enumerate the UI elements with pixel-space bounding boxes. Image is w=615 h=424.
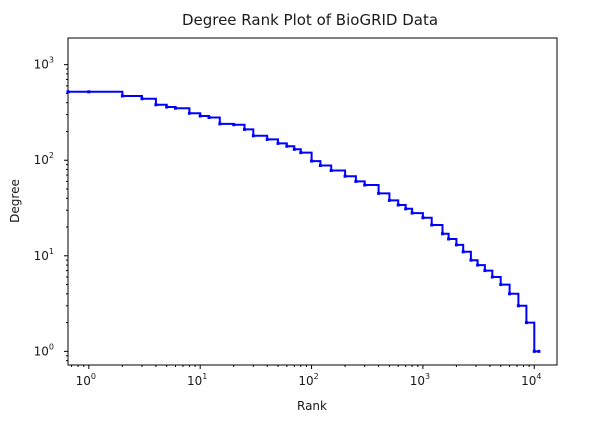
data-point xyxy=(454,243,458,247)
data-point xyxy=(532,349,536,353)
data-point xyxy=(387,198,391,202)
data-point xyxy=(441,232,445,236)
degree-rank-series-points xyxy=(66,90,541,353)
data-point xyxy=(251,134,255,138)
degree-rank-series-line xyxy=(68,90,539,353)
data-point xyxy=(508,292,512,296)
y-tick-label-3-exponent: 3 xyxy=(49,56,54,65)
y-tick-label-1: 101 xyxy=(34,247,54,263)
data-point xyxy=(499,283,503,287)
x-tick-label-2-base: 10 xyxy=(298,374,313,388)
x-tick-label-2-exponent: 2 xyxy=(314,372,319,381)
data-point xyxy=(396,203,400,207)
x-tick-label-3-base: 10 xyxy=(410,374,425,388)
x-tick-label-1: 101 xyxy=(187,372,207,388)
data-point xyxy=(243,127,247,131)
x-tick-label-0-base: 10 xyxy=(76,374,91,388)
data-point xyxy=(207,115,211,119)
x-tick-label-3: 103 xyxy=(410,372,430,388)
x-tick-label-0-exponent: 0 xyxy=(91,372,96,381)
data-point xyxy=(187,111,191,115)
data-point xyxy=(343,174,347,178)
y-tick-label-2-exponent: 2 xyxy=(49,151,54,160)
data-point xyxy=(120,94,124,98)
data-point xyxy=(165,105,169,109)
data-point xyxy=(87,90,91,94)
y-tick-label-1-exponent: 1 xyxy=(49,247,54,256)
data-point xyxy=(516,304,520,308)
data-point xyxy=(318,164,322,168)
data-point xyxy=(461,250,465,254)
data-point xyxy=(377,191,381,195)
data-point xyxy=(469,258,473,262)
data-point xyxy=(354,179,358,183)
data-point xyxy=(310,159,314,163)
x-tick-label-0: 100 xyxy=(76,372,96,388)
x-tick-label-1-base: 10 xyxy=(187,374,202,388)
y-axis-label: Degree xyxy=(8,179,22,223)
data-point xyxy=(483,269,487,273)
y-tick-label-0-exponent: 0 xyxy=(49,342,54,351)
data-point xyxy=(173,106,177,110)
x-tick-label-4: 104 xyxy=(521,372,541,388)
data-point xyxy=(447,237,451,241)
data-point xyxy=(329,169,333,173)
data-point xyxy=(285,144,289,148)
data-point xyxy=(476,263,480,267)
y-tick-label-3-base: 10 xyxy=(34,58,49,72)
x-tick-label-2: 102 xyxy=(298,372,318,388)
data-point xyxy=(537,349,541,353)
x-axis-label: Rank xyxy=(297,399,327,413)
data-point xyxy=(430,223,434,227)
x-tick-label-4-base: 10 xyxy=(521,374,536,388)
data-point xyxy=(140,97,144,101)
y-tick-label-0-base: 10 xyxy=(34,344,49,358)
data-point xyxy=(265,137,269,141)
y-tick-label-3: 103 xyxy=(34,56,54,72)
data-point xyxy=(232,123,236,127)
x-tick-label-4-exponent: 4 xyxy=(536,372,541,381)
data-point xyxy=(299,151,303,155)
data-point xyxy=(218,122,222,126)
data-point xyxy=(363,183,367,187)
y-tick-label-2: 102 xyxy=(34,151,54,167)
x-axis-ticks: 100 101 102 103 104 xyxy=(71,365,541,388)
x-tick-label-3-exponent: 3 xyxy=(425,372,430,381)
data-point xyxy=(198,114,202,118)
data-point xyxy=(410,211,414,215)
data-point xyxy=(490,275,494,279)
plot-frame xyxy=(67,37,558,366)
data-point xyxy=(404,207,408,211)
y-tick-label-2-base: 10 xyxy=(34,153,49,167)
y-tick-label-0: 100 xyxy=(34,342,54,358)
data-point xyxy=(154,103,158,107)
data-point xyxy=(276,141,280,145)
y-tick-label-1-base: 10 xyxy=(34,249,49,263)
chart-title: Degree Rank Plot of BioGRID Data xyxy=(182,11,438,29)
data-point xyxy=(524,321,528,325)
x-tick-label-1-exponent: 1 xyxy=(202,372,207,381)
data-point xyxy=(292,147,296,151)
data-point xyxy=(421,216,425,220)
data-point xyxy=(66,90,70,94)
